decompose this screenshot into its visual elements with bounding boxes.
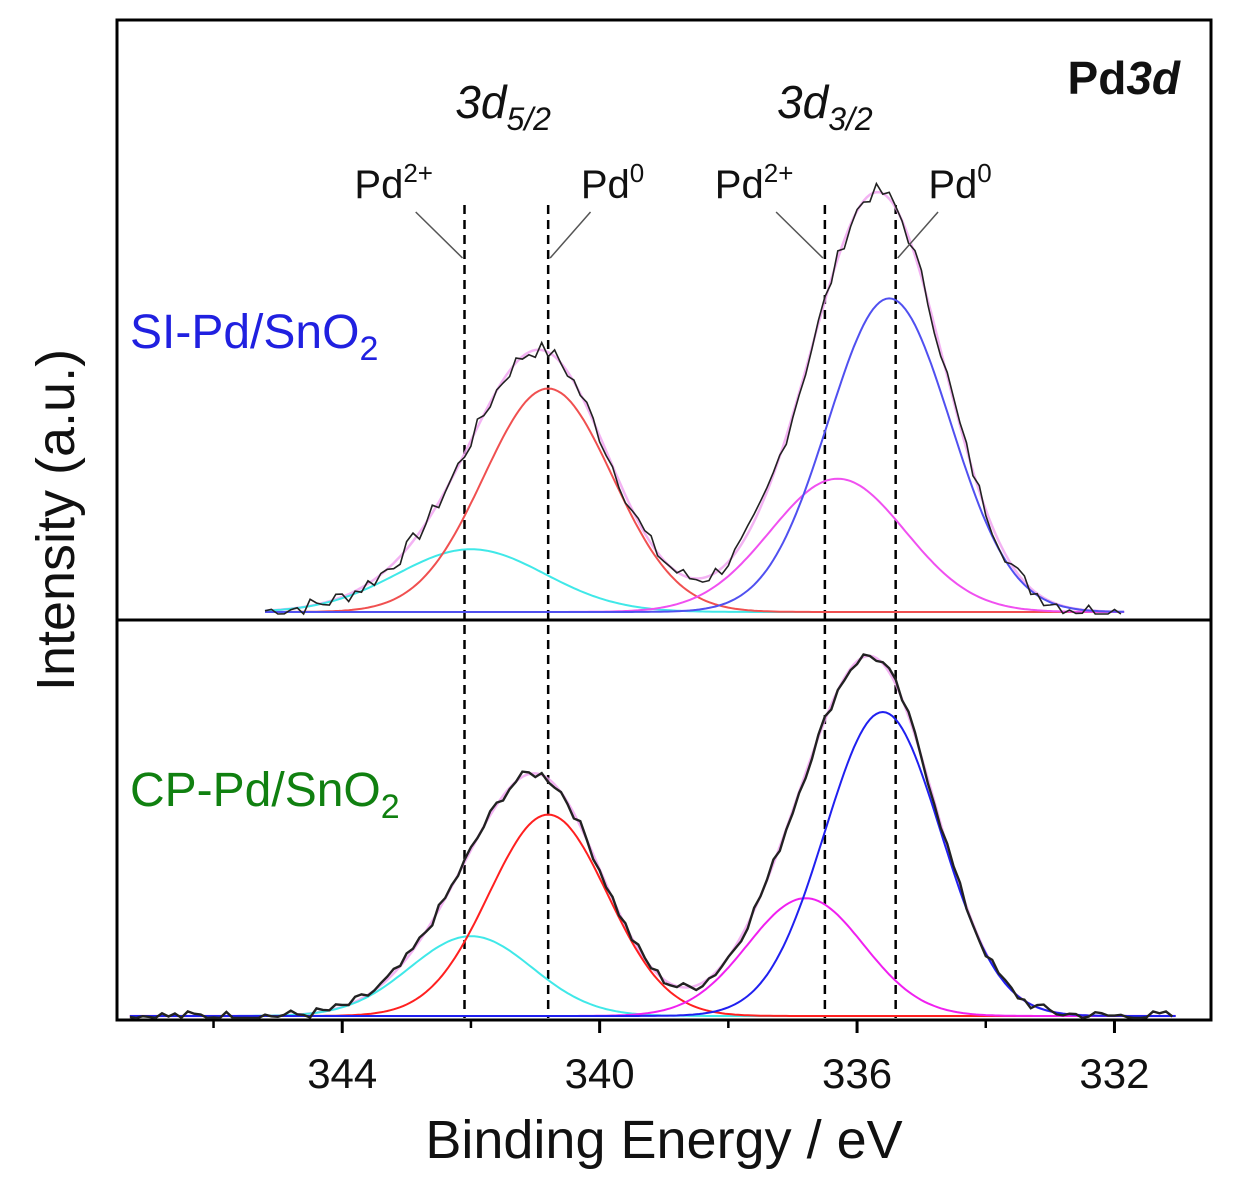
x-axis-ticks: 344 340 336 332 (212, 1020, 1150, 1097)
peak-group-label: 3d3/2 (777, 76, 873, 137)
fit-component (129, 935, 1176, 1017)
core-level-label: Pd3d (1068, 52, 1181, 104)
species-label: Pd2+ (715, 158, 794, 207)
species-leader (415, 211, 464, 259)
x-tick-label: 332 (1079, 1050, 1149, 1097)
annotations: 3d5/2 3d3/2 Pd2+ Pd0 Pd2+ Pd0 SI-Pd/SnO2 CP-Pd/… (130, 76, 992, 826)
sample-label: SI-Pd/SnO2 (130, 306, 378, 368)
plot-frame (115, 18, 1213, 1022)
species-leader (549, 211, 592, 259)
raw-spectrum (129, 653, 1174, 1020)
fit-component (265, 387, 1125, 613)
y-axis-title: Intensity (a.u.) (26, 349, 86, 691)
fit-envelope (264, 190, 1125, 614)
species-label: Pd0 (581, 158, 644, 207)
x-tick-label: 336 (822, 1050, 892, 1097)
core-element: Pd (1068, 52, 1127, 104)
x-tick-label: 344 (307, 1050, 377, 1097)
species-label: Pd0 (928, 158, 991, 207)
sample-label: CP-Pd/SnO2 (130, 764, 400, 826)
x-tick-label: 340 (565, 1050, 635, 1097)
core-orbital: 3d (1126, 52, 1181, 104)
species-leader (775, 211, 824, 259)
fit-envelope (129, 654, 1176, 1018)
raw-spectrum (264, 181, 1122, 616)
x-axis-title: Binding Energy / eV (425, 1110, 902, 1170)
spectrum-panel (129, 653, 1176, 1020)
spectrum-panel (264, 181, 1125, 616)
peak-group-label: 3d5/2 (455, 76, 551, 137)
fit-component (129, 813, 1176, 1017)
fit-component (265, 297, 1125, 613)
spectra-panels (129, 181, 1176, 1020)
fit-component (265, 477, 1125, 613)
species-leader (897, 211, 939, 259)
species-label: Pd2+ (354, 158, 433, 207)
